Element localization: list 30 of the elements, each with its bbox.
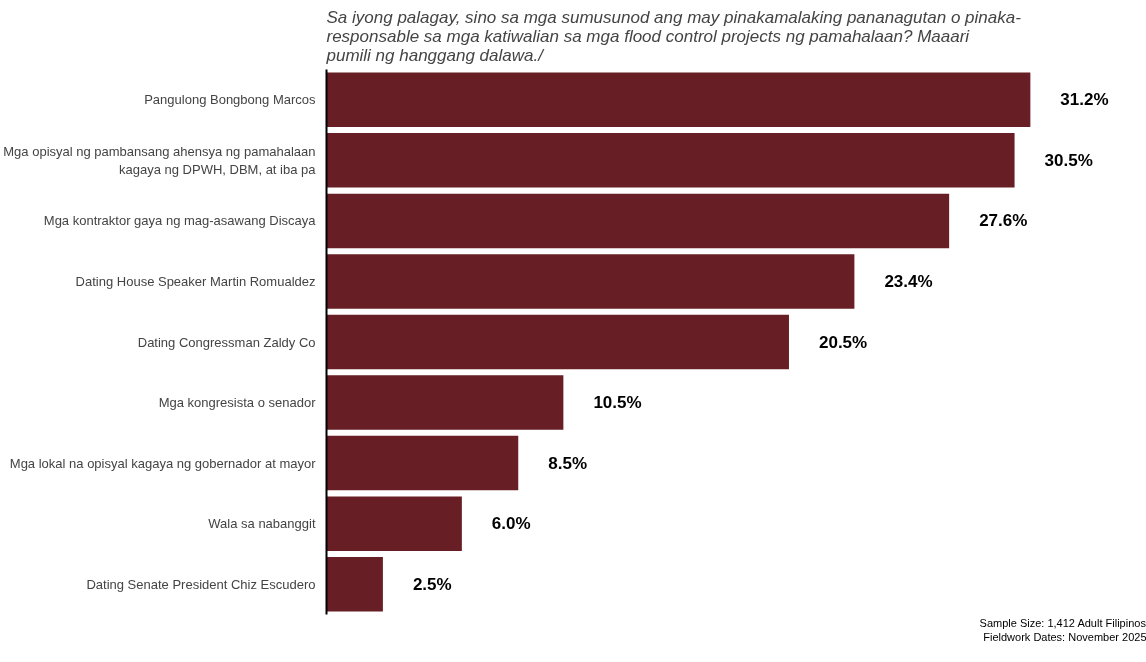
bar [326,556,383,612]
data-label: 31.2% [1060,90,1109,110]
y-tick-label: Wala sa nabanggit [208,516,316,532]
text: Fieldwork Dates: November 2025 [983,630,1146,643]
y-tick-label: Dating Congressman Zaldy Co [137,334,316,350]
y-tick-label: Mga kongresista o senador [158,395,317,411]
data-label: 2.5% [412,574,452,594]
chart-subtitle: Sa iyong palagay, sino sa mga sumusunod ang may pinakamalaking pananagutan o pinaka-responsable sa mga katiwalian sa mga flood control projects ng pamahalaan? Maaari pumili ng hanggang dalawa./ [325,7,1022,65]
bar [326,133,1015,188]
y-tick-label: Mga kontraktor gaya ng mag-asawang Discaya [43,213,317,229]
bar [326,435,519,491]
y-tick-label: Dating Senate President Chiz Escudero [86,576,316,592]
bar [326,72,1031,128]
y-tick-label: Mga lokal na opisyal kagaya ng gobernador at mayor [9,455,317,471]
data-label: 23.4% [884,271,933,291]
y-tick-label: Pangulong Bongbong Marcos [144,92,316,108]
data-label: 8.5% [548,453,588,473]
bar [326,254,855,309]
bar [326,496,462,551]
data-label: 6.0% [491,514,531,534]
data-label: 10.5% [593,393,642,413]
data-label: 30.5% [1044,150,1093,170]
y-tick-label: Mga opisyal ng pambansang ahensya ng pamahalaan kagaya ng DPWH, DBM, at iba pa [3,143,317,177]
text: Sample Size: 1,412 Adult Filipinos [979,616,1146,629]
bar [326,314,789,370]
data-label: 27.6% [979,211,1028,231]
data-label: 20.5% [818,332,868,352]
bar [326,375,564,430]
bar [326,193,950,249]
y-tick-label: Dating House Speaker Martin Romualdez [75,273,316,289]
